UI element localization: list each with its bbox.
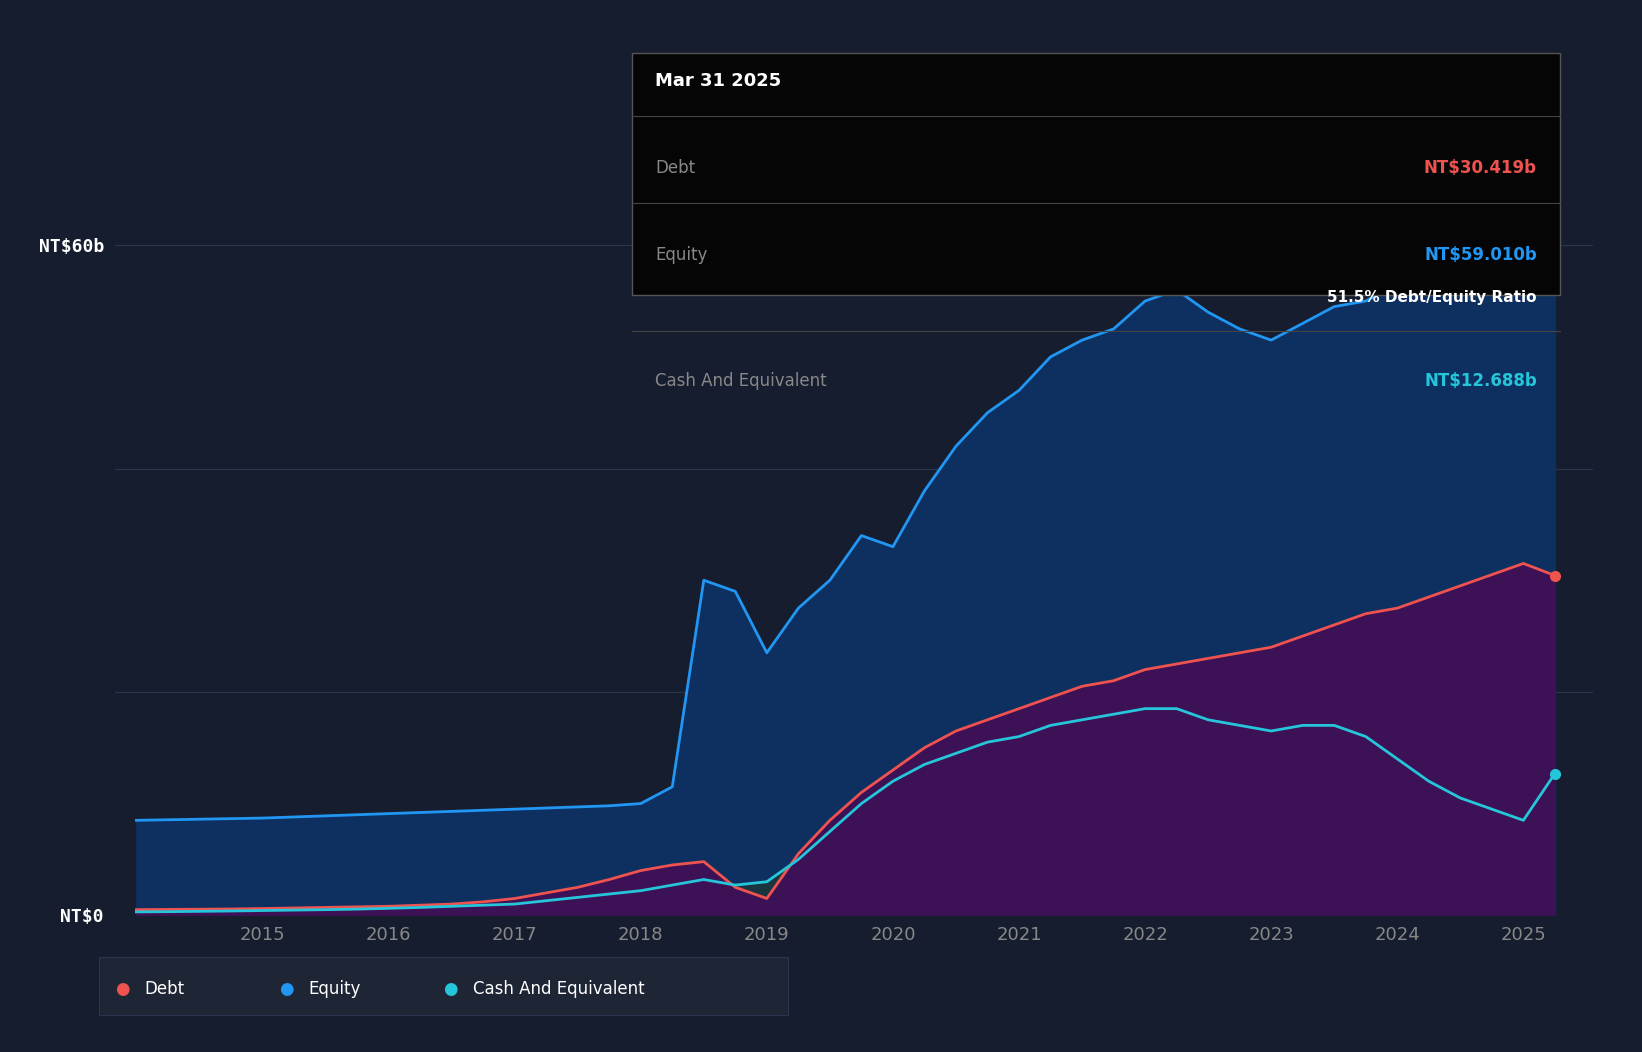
Text: Cash And Equivalent: Cash And Equivalent (655, 372, 828, 390)
Text: Cash And Equivalent: Cash And Equivalent (473, 979, 645, 998)
Text: Debt: Debt (144, 979, 184, 998)
Text: NT$59.010b: NT$59.010b (1424, 246, 1537, 264)
Text: ●: ● (279, 979, 294, 998)
Text: ●: ● (115, 979, 130, 998)
Text: 51.5% Debt/Equity Ratio: 51.5% Debt/Equity Ratio (1327, 290, 1537, 305)
Text: ●: ● (443, 979, 458, 998)
Text: NT$12.688b: NT$12.688b (1424, 372, 1537, 390)
Text: Debt: Debt (655, 159, 695, 178)
Text: NT$30.419b: NT$30.419b (1424, 159, 1537, 178)
Text: Mar 31 2025: Mar 31 2025 (655, 72, 782, 89)
Text: Equity: Equity (655, 246, 708, 264)
Text: Equity: Equity (309, 979, 361, 998)
